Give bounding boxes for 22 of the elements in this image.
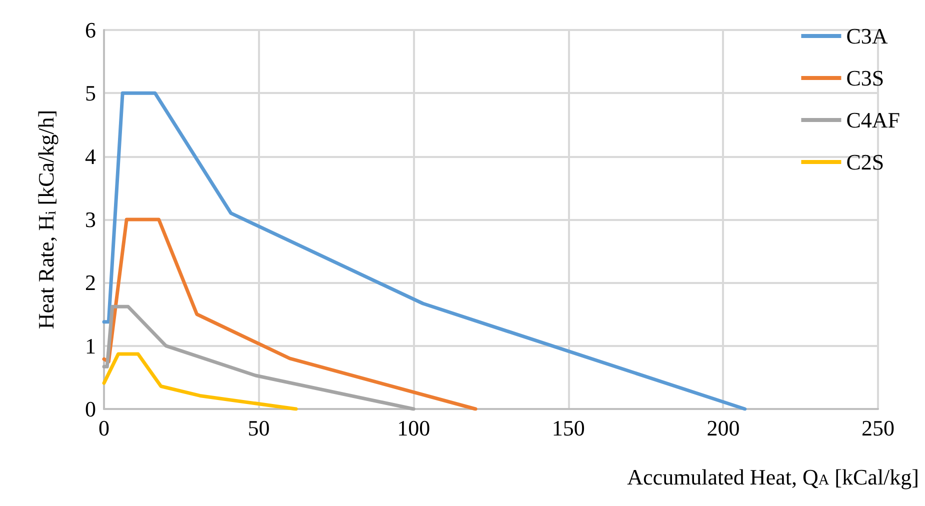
y-tick-label: 3 xyxy=(85,207,96,232)
x-tick-label: 50 xyxy=(248,416,270,440)
y-tick-label: 0 xyxy=(85,396,96,422)
legend-label: C3S xyxy=(846,66,884,90)
y-tick-label: 1 xyxy=(85,333,96,358)
y-tick-label: 4 xyxy=(85,144,96,169)
line-series xyxy=(102,304,416,411)
line-series xyxy=(102,218,478,411)
x-axis-title: Accumulated Heat, QA [kCal/kg] xyxy=(627,464,920,490)
x-tick-label: 100 xyxy=(397,416,430,440)
x-tick-label: 150 xyxy=(552,416,585,440)
y-axis-title: Heat Rate, Hi [kCa/kg/h] xyxy=(34,110,60,330)
x-tick-label: 200 xyxy=(706,416,740,440)
x-tick-label: 250 xyxy=(862,416,894,440)
line-series xyxy=(102,352,298,411)
legend-label: C4AF xyxy=(846,108,900,132)
line-series xyxy=(102,91,747,411)
legend-label: C3A xyxy=(846,24,888,48)
y-tick-label: 2 xyxy=(85,270,96,296)
y-tick-label: 5 xyxy=(85,80,96,106)
y-tick-label: 6 xyxy=(85,18,96,42)
legend-label: C2S xyxy=(846,150,884,174)
